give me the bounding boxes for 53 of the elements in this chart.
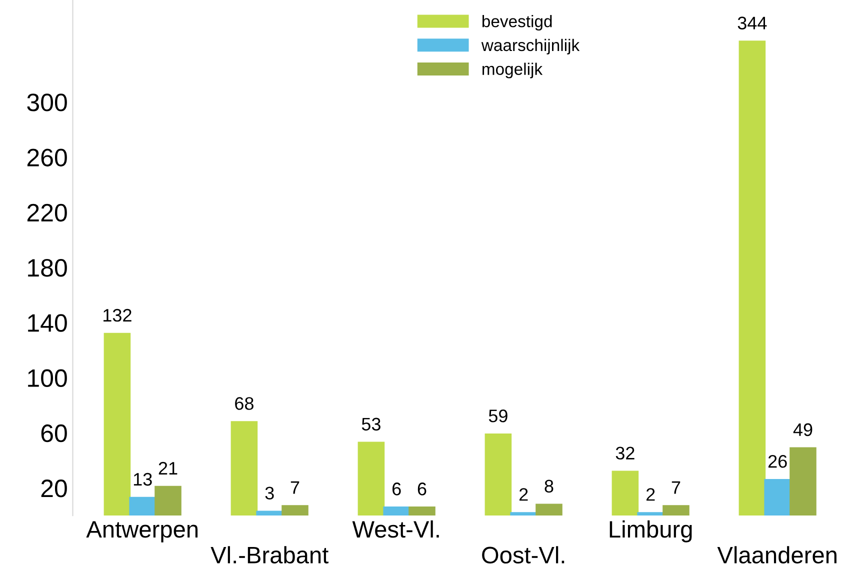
legend-label: mogelijk: [482, 62, 543, 78]
data-label: 2: [646, 488, 655, 501]
bar: [358, 442, 385, 516]
bar: [104, 332, 131, 516]
data-label: 26: [768, 454, 787, 468]
data-label: 21: [158, 462, 178, 474]
bar: [738, 40, 766, 516]
y-tick-label: 20: [41, 480, 67, 498]
bar: [612, 470, 639, 516]
data-label: 132: [104, 308, 132, 322]
legend-label: bevestigd: [482, 15, 552, 31]
data-label: 2: [519, 488, 528, 501]
x-tick-label: Antwerpen: [86, 521, 198, 542]
y-tick-label: 260: [27, 148, 67, 166]
y-tick-label: 140: [28, 314, 67, 332]
y-tick-label: 300: [27, 94, 67, 112]
y-tick-label: 220: [27, 204, 67, 222]
bar: [484, 434, 512, 516]
bar: [383, 506, 410, 516]
y-tick-label: 60: [41, 424, 67, 442]
bar: [790, 447, 816, 516]
bar: [129, 496, 156, 516]
data-label: 68: [235, 397, 254, 410]
x-tick-label: Limburg: [610, 520, 692, 542]
x-tick-label: West-Vl.: [352, 520, 439, 538]
y-tick-label: 100: [28, 369, 67, 387]
data-label: 53: [362, 418, 380, 431]
bar: [154, 486, 182, 516]
bar: [637, 512, 664, 516]
y-tick-label: 180: [28, 259, 67, 277]
data-label: 344: [738, 16, 767, 30]
data-label: 8: [544, 480, 554, 493]
bar: [256, 510, 283, 516]
x-tick-label: Vl.-Brabant: [210, 546, 328, 564]
bar: [282, 505, 308, 516]
bar: [764, 478, 791, 516]
bar: [536, 504, 562, 516]
bar: [662, 505, 690, 516]
bar: [408, 506, 436, 516]
data-label: 7: [290, 481, 300, 494]
bar: [510, 512, 537, 516]
data-label: 32: [616, 446, 634, 460]
bar: [230, 421, 258, 516]
data-label: 59: [488, 410, 508, 422]
x-tick-label: Vlaanderen: [717, 546, 836, 564]
data-label: 7: [672, 481, 680, 494]
legend-label: waarschijnlijk: [481, 38, 580, 54]
data-label: 6: [392, 482, 401, 496]
data-label: 49: [793, 423, 812, 436]
data-label: 3: [265, 486, 274, 500]
x-tick-label: Oost-Vl.: [482, 546, 564, 564]
data-label: 6: [418, 482, 426, 496]
data-label: 13: [134, 472, 152, 486]
